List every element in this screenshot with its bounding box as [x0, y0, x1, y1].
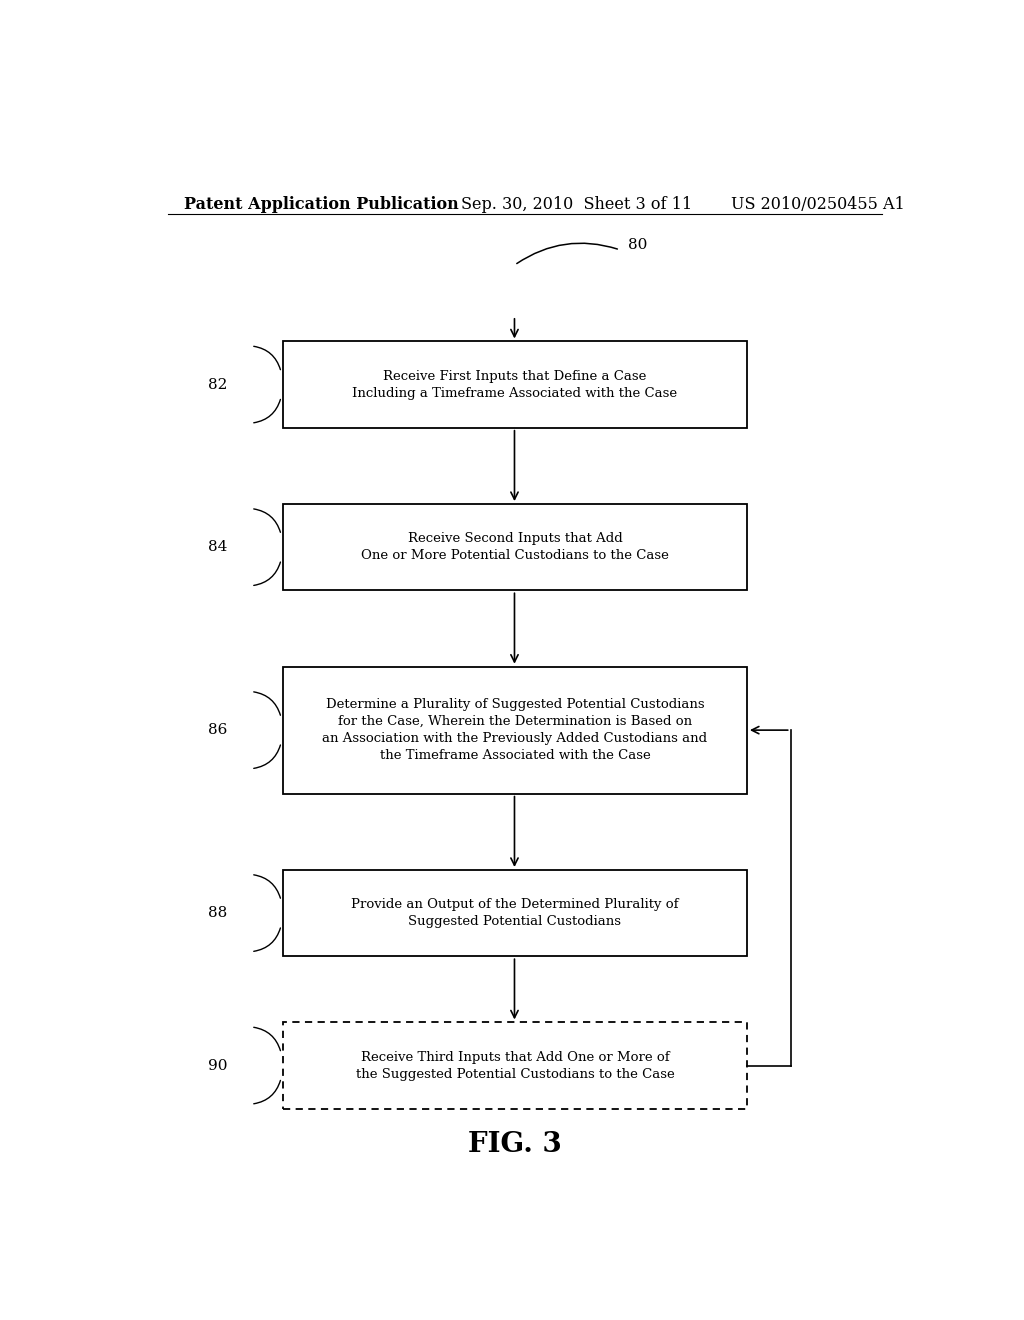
- Text: 86: 86: [208, 723, 227, 737]
- Text: 88: 88: [208, 906, 227, 920]
- FancyBboxPatch shape: [283, 667, 748, 793]
- Text: Receive First Inputs that Define a Case
Including a Timeframe Associated with th: Receive First Inputs that Define a Case …: [352, 370, 678, 400]
- Text: US 2010/0250455 A1: US 2010/0250455 A1: [731, 195, 905, 213]
- Text: FIG. 3: FIG. 3: [468, 1131, 561, 1158]
- FancyBboxPatch shape: [283, 504, 748, 590]
- FancyBboxPatch shape: [283, 342, 748, 428]
- Text: Determine a Plurality of Suggested Potential Custodians
for the Case, Wherein th: Determine a Plurality of Suggested Poten…: [323, 698, 708, 762]
- FancyBboxPatch shape: [283, 870, 748, 956]
- Text: Receive Second Inputs that Add
One or More Potential Custodians to the Case: Receive Second Inputs that Add One or Mo…: [360, 532, 669, 562]
- Text: 82: 82: [208, 378, 227, 392]
- FancyBboxPatch shape: [283, 1022, 748, 1109]
- Text: Patent Application Publication: Patent Application Publication: [183, 195, 459, 213]
- Text: Sep. 30, 2010  Sheet 3 of 11: Sep. 30, 2010 Sheet 3 of 11: [461, 195, 692, 213]
- Text: Provide an Output of the Determined Plurality of
Suggested Potential Custodians: Provide an Output of the Determined Plur…: [351, 898, 679, 928]
- Text: Receive Third Inputs that Add One or More of
the Suggested Potential Custodians : Receive Third Inputs that Add One or Mor…: [355, 1051, 674, 1081]
- Text: 80: 80: [628, 238, 647, 252]
- Text: 90: 90: [208, 1059, 227, 1073]
- Text: 84: 84: [208, 540, 227, 554]
